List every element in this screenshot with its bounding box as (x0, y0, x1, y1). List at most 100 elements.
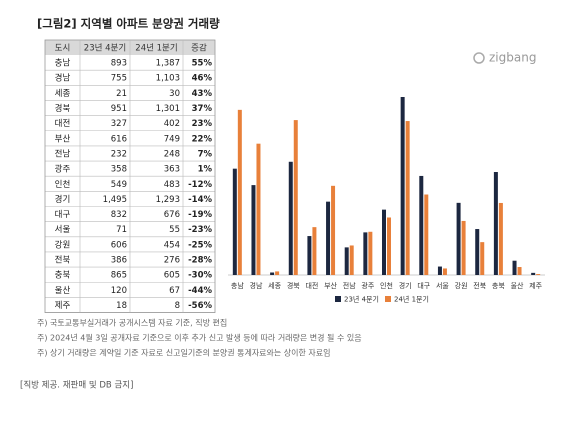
table-cell: 7% (198, 149, 213, 159)
table-cell: 강원 (55, 239, 71, 250)
legend-label: 23년 4분기 (344, 295, 379, 304)
table-cell: 21 (116, 89, 127, 99)
x-tick-label: 부산 (324, 281, 337, 290)
bar (275, 271, 280, 275)
bar (442, 268, 447, 275)
bar (349, 245, 354, 275)
bar (512, 260, 517, 275)
table-cell: 276 (164, 256, 180, 266)
bar (270, 272, 275, 275)
bar (293, 120, 298, 275)
x-tick-label: 전북 (473, 281, 486, 290)
bar (437, 266, 442, 275)
footer: [직방 제공. 재판매 및 DB 금지] (20, 380, 133, 391)
table-cell: 울산 (55, 285, 71, 296)
table-cell: -28% (188, 256, 212, 266)
x-tick-label: 세종 (268, 281, 281, 290)
table-cell: 1,103 (156, 74, 180, 84)
legend-swatch (385, 296, 391, 302)
table-cell: -14% (188, 195, 212, 205)
table-cell: 서울 (55, 225, 71, 235)
bar (363, 232, 368, 275)
bar (400, 97, 405, 275)
table-cell: 951 (111, 104, 127, 114)
bar (382, 209, 386, 275)
x-tick-label: 제주 (529, 282, 542, 290)
table-cell: -44% (188, 286, 212, 296)
bar (312, 227, 317, 275)
table-cell: 8 (175, 301, 180, 311)
x-tick-label: 광주 (361, 282, 374, 290)
legend-label: 24년 1분기 (394, 295, 429, 304)
x-tick-label: 충북 (492, 281, 505, 290)
logo: zigbang (473, 51, 536, 65)
table-cell: 605 (164, 271, 180, 281)
table-cell: 549 (111, 180, 127, 190)
x-tick-label: 대전 (305, 281, 318, 290)
bar (368, 231, 373, 275)
table-cell: 893 (111, 59, 127, 69)
table-cell: 18 (116, 301, 127, 311)
table-cell: 세종 (55, 89, 71, 99)
x-tick-label: 경남 (250, 281, 263, 290)
note: 주) 상기 거래량은 계약일 기준 자료로 신고일기준의 분양권 통계자료와는 … (37, 348, 331, 358)
table-cell: 대전 (55, 118, 71, 129)
bar (256, 143, 261, 275)
table-cell: 충남 (55, 59, 71, 69)
table-cell: 832 (111, 210, 127, 220)
table-cell: 경북 (55, 103, 71, 114)
table-cell: 386 (111, 256, 127, 266)
table-cell: 606 (111, 240, 127, 250)
table-header: 증감 (191, 43, 207, 54)
x-tick-label: 강원 (455, 281, 468, 290)
table-cell: 충북 (55, 271, 71, 281)
x-tick-label: 경북 (287, 281, 300, 290)
table-cell: 67 (169, 286, 180, 296)
table-cell: 경기 (55, 194, 71, 205)
table-cell: 755 (111, 74, 127, 84)
bar (480, 242, 485, 275)
x-tick-label: 전남 (343, 281, 356, 290)
bar (536, 274, 541, 275)
table-cell: 120 (111, 286, 127, 296)
table-cell: 부산 (55, 133, 71, 144)
x-tick-label: 울산 (511, 281, 524, 290)
bar (237, 109, 242, 276)
bar (387, 217, 391, 275)
x-tick-label: 충남 (231, 281, 244, 290)
title: [그림2] 지역별 아파트 분양권 거래량 (37, 17, 220, 31)
x-tick-label: 서울 (436, 281, 449, 290)
table-cell: 55 (169, 225, 180, 235)
table-cell: 경남 (55, 73, 71, 84)
note: 주) 국토교통부실거래가 공개시스템 자료 기준, 직방 편집 (37, 318, 227, 328)
table-cell: 46% (192, 74, 213, 84)
table-cell: 865 (111, 271, 127, 281)
bar (531, 272, 536, 275)
table-header: 도시 (55, 44, 71, 54)
bar (424, 194, 429, 275)
table-cell: 676 (164, 210, 180, 220)
bar (232, 168, 237, 275)
table-cell: -25% (188, 240, 212, 250)
table-cell: -19% (188, 210, 212, 220)
table-cell: 358 (111, 165, 127, 175)
table-cell: 483 (164, 180, 180, 190)
bar (288, 161, 293, 275)
bar (405, 121, 410, 275)
table-cell: -23% (188, 225, 212, 235)
table-cell: 363 (164, 165, 180, 175)
table-cell: 616 (111, 134, 127, 144)
bar (331, 185, 336, 275)
table-cell: 광주 (55, 164, 71, 175)
bar (461, 220, 466, 275)
bar (498, 202, 503, 275)
table-cell: 1,293 (156, 195, 180, 205)
bar (456, 202, 461, 275)
table-cell: -56% (188, 301, 212, 311)
table-header: 23년 4분기 (84, 43, 126, 54)
bar (307, 236, 312, 275)
table-cell: 1,301 (156, 104, 180, 114)
table-cell: 55% (192, 59, 213, 69)
bar (419, 175, 424, 275)
